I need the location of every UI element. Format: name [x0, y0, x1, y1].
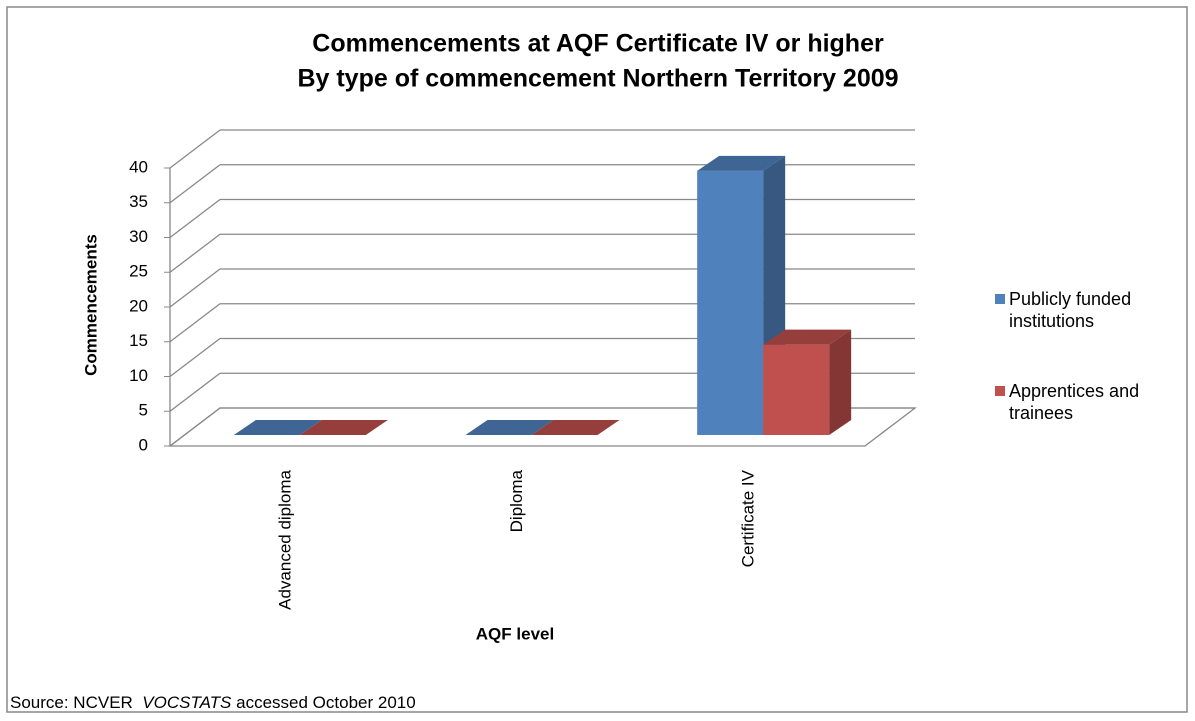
bar-top [531, 420, 620, 435]
y-axis-label: Commencements [81, 234, 100, 376]
grid-line-side [169, 337, 221, 378]
bar-side [829, 329, 852, 435]
y-tick-label: 40 [129, 157, 148, 176]
bar [697, 155, 786, 435]
grid-line-side [169, 198, 221, 239]
legend-swatch [995, 386, 1005, 396]
chart-subtitle: By type of commencement Northern Territo… [297, 65, 898, 93]
chart-title: Commencements at AQF Certificate IV or h… [312, 30, 884, 58]
bar-top [299, 420, 388, 435]
bar-front [697, 170, 764, 435]
bar-top [465, 420, 554, 435]
chart-frame [6, 6, 1188, 713]
y-tick-label: 35 [129, 192, 148, 211]
x-axis-label: AQF level [476, 624, 554, 643]
source-prefix: Source: NCVER [10, 693, 133, 712]
legend-label: Publicly funded institutions [1009, 289, 1132, 331]
legend-label: Apprentices and trainees [1009, 381, 1140, 423]
grid-line-side [169, 129, 221, 169]
source-suffix: accessed October 2010 [236, 693, 416, 712]
x-tick-label: Diploma [507, 469, 526, 532]
grid-line-side [169, 164, 221, 204]
grid-line-side [169, 372, 221, 412]
bar-top [697, 155, 786, 171]
y-tick-label: 30 [129, 227, 148, 246]
source-italic: VOCSTATS [142, 693, 232, 712]
y-tick-label: 10 [129, 366, 148, 385]
bar-top [233, 420, 322, 435]
source-note: Source: NCVER VOCSTATS accessed October … [10, 693, 416, 713]
y-tick-label: 15 [129, 331, 148, 350]
y-tick-label: 5 [139, 401, 148, 420]
x-tick-label: Advanced diploma [275, 469, 294, 609]
grid-line-side [169, 233, 221, 273]
y-tick-label: 0 [139, 435, 148, 454]
y-tick-label: 25 [129, 262, 148, 281]
legend-swatch [995, 294, 1005, 304]
bar [763, 329, 852, 435]
bar-front [763, 344, 830, 435]
grid-line-side [169, 407, 221, 447]
bar [465, 420, 554, 435]
bar-top [763, 329, 852, 345]
bar [531, 420, 620, 435]
grid-line-side [169, 303, 221, 343]
x-tick-label: Certificate IV [739, 469, 758, 567]
bar [299, 420, 388, 435]
bar [233, 420, 322, 435]
y-tick-label: 20 [129, 296, 148, 315]
grid-line-side [169, 268, 221, 308]
